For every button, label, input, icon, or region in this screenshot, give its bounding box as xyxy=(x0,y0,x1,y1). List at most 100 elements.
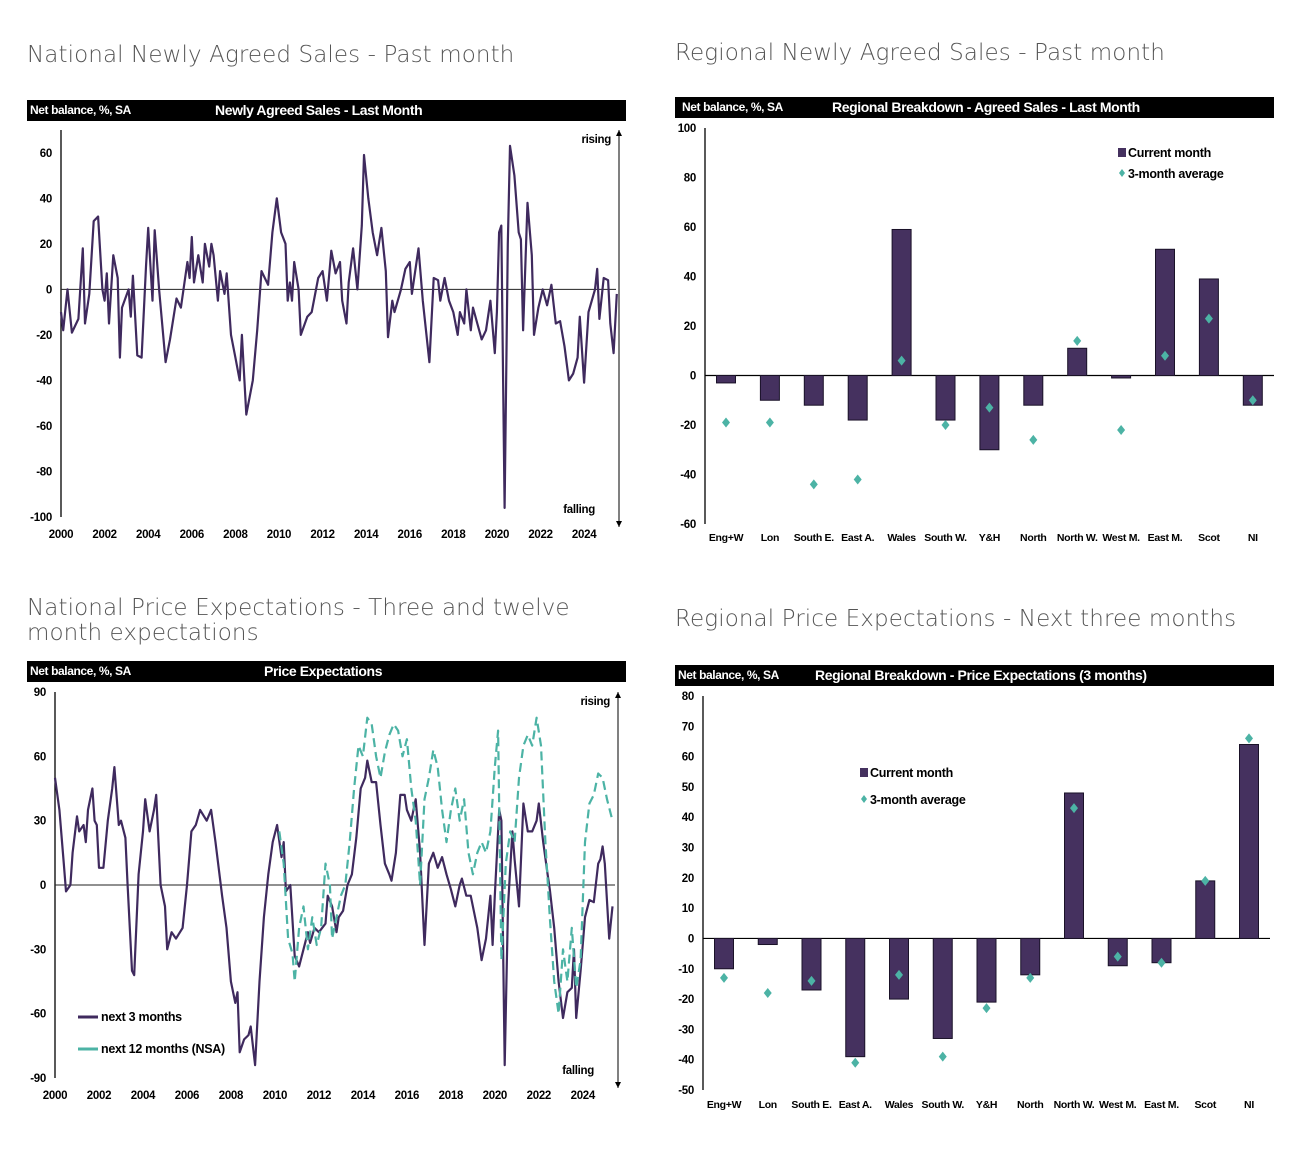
bar xyxy=(1067,347,1088,376)
panel-title-regional-price: Regional Price Expectations - Next three… xyxy=(675,606,1237,632)
chart-header-national-sales: Net balance, %, SA Newly Agreed Sales - … xyxy=(27,100,626,121)
x-category-label: North W. xyxy=(1057,532,1098,544)
y-tick-label: 60 xyxy=(684,222,696,234)
x-tick-label: 2014 xyxy=(351,1090,376,1102)
bar xyxy=(1023,375,1044,406)
y-tick-label: -30 xyxy=(678,1024,694,1036)
panel-title-national-price: National Price Expectations - Three and … xyxy=(27,595,570,646)
x-tick-label: 2016 xyxy=(398,529,422,541)
x-category-label: Y&H xyxy=(976,1099,997,1111)
header-unit-label: Net balance, %, SA xyxy=(682,100,783,114)
x-category-label: South W. xyxy=(921,1099,964,1111)
x-tick-label: 2000 xyxy=(43,1090,67,1102)
avg-marker xyxy=(851,1057,860,1068)
x-category-label: Scot xyxy=(1198,532,1220,544)
legend-swatch-marker xyxy=(1119,169,1125,177)
avg-marker xyxy=(895,969,903,980)
chart-header-national-price: Net balance, %, SA Price Expectations xyxy=(27,661,626,682)
x-tick-label: 2024 xyxy=(571,1090,596,1102)
y-tick-label: 40 xyxy=(682,812,694,824)
arrow-down-icon xyxy=(615,1082,621,1088)
x-category-label: Eng+W xyxy=(709,532,744,544)
y-tick-label: -60 xyxy=(680,519,696,531)
legend-label: next 3 months xyxy=(101,1010,182,1024)
y-tick-label: 30 xyxy=(34,816,46,828)
x-tick-label: 2020 xyxy=(485,529,509,541)
y-tick-label: -20 xyxy=(36,330,52,342)
x-tick-label: 2004 xyxy=(136,529,161,541)
y-tick-label: 80 xyxy=(684,173,696,185)
y-tick-label: -60 xyxy=(36,421,52,433)
avg-marker xyxy=(722,417,730,428)
y-tick-label: 60 xyxy=(34,751,46,763)
avg-marker xyxy=(1245,733,1253,744)
y-tick-label: -40 xyxy=(678,1055,694,1067)
x-tick-label: 2022 xyxy=(528,529,552,541)
legend-label: 3-month average xyxy=(870,793,966,807)
header-chart-title: Newly Agreed Sales - Last Month xyxy=(215,102,423,118)
y-tick-label: 20 xyxy=(684,321,696,333)
x-tick-label: 2000 xyxy=(49,529,73,541)
x-tick-label: 2002 xyxy=(92,529,116,541)
avg-marker xyxy=(1117,424,1126,435)
legend-swatch-marker xyxy=(861,795,867,803)
x-tick-label: 2004 xyxy=(131,1090,156,1102)
bar xyxy=(932,937,953,1039)
avg-marker xyxy=(941,420,950,430)
bar xyxy=(716,375,736,384)
x-tick-label: 2016 xyxy=(395,1090,419,1102)
bar xyxy=(891,228,912,376)
avg-marker xyxy=(1157,957,1166,968)
y-tick-label: -50 xyxy=(678,1085,694,1097)
avg-marker xyxy=(985,402,994,413)
bar xyxy=(1198,278,1219,377)
chart-2: 90 60 30 0 -30 -60 -90 2000 2002 2004 2006 2008 2010… xyxy=(30,687,621,1102)
bar xyxy=(1111,375,1132,379)
avg-marker xyxy=(809,479,818,490)
avg-marker xyxy=(1248,395,1257,406)
x-tick-label: 2018 xyxy=(441,529,466,541)
y-tick-label: -40 xyxy=(36,375,52,387)
x-category-label: Eng+W xyxy=(707,1099,742,1111)
panel-title-national-sales: National Newly Agreed Sales - Past month xyxy=(27,42,515,68)
y-tick-label: 0 xyxy=(688,933,694,945)
avg-marker xyxy=(982,1003,991,1014)
x-tick-label: 2012 xyxy=(310,529,334,541)
bar xyxy=(935,375,956,421)
y-tick-label: 60 xyxy=(40,148,52,160)
y-tick-label: 100 xyxy=(678,123,696,135)
y-tick-label: 0 xyxy=(40,880,46,892)
x-tick-label: 2006 xyxy=(175,1090,199,1102)
panel-title-regional-sales: Regional Newly Agreed Sales - Past month xyxy=(675,40,1165,66)
bar xyxy=(803,375,824,406)
legend-label: 3-month average xyxy=(1128,167,1224,181)
header-unit-label: Net balance, %, SA xyxy=(678,668,779,682)
bar xyxy=(1155,248,1175,376)
series-line-0 xyxy=(53,759,614,1067)
avg-marker xyxy=(807,975,816,986)
x-tick-label: 2022 xyxy=(527,1090,551,1102)
bar xyxy=(1064,792,1084,939)
y-tick-label: -60 xyxy=(30,1009,46,1021)
x-tick-label: 2018 xyxy=(439,1090,464,1102)
chart-0: 60 40 20 0 -20 -40 -60 -80 -100 2000 2002 2004 2006 2… xyxy=(30,130,622,541)
avg-marker xyxy=(1070,803,1078,814)
x-category-label: Wales xyxy=(887,532,916,544)
header-chart-title: Price Expectations xyxy=(264,663,383,679)
avg-marker xyxy=(1161,350,1169,361)
y-tick-label: 40 xyxy=(684,272,696,284)
bar xyxy=(757,937,778,946)
y-tick-label: -90 xyxy=(30,1073,46,1085)
y-tick-label: -40 xyxy=(680,470,696,482)
y-tick-label: -80 xyxy=(36,466,52,478)
x-category-label: East A. xyxy=(841,532,874,544)
y-tick-label: -20 xyxy=(678,994,694,1006)
bar xyxy=(845,937,866,1058)
annotation-rising: rising xyxy=(580,696,610,708)
chart-header-regional-sales: Net balance, %, SA Regional Breakdown - … xyxy=(675,97,1274,118)
x-category-label: South E. xyxy=(794,532,835,544)
avg-marker xyxy=(853,474,862,485)
header-unit-label: Net balance, %, SA xyxy=(30,103,131,117)
avg-marker xyxy=(720,972,728,983)
